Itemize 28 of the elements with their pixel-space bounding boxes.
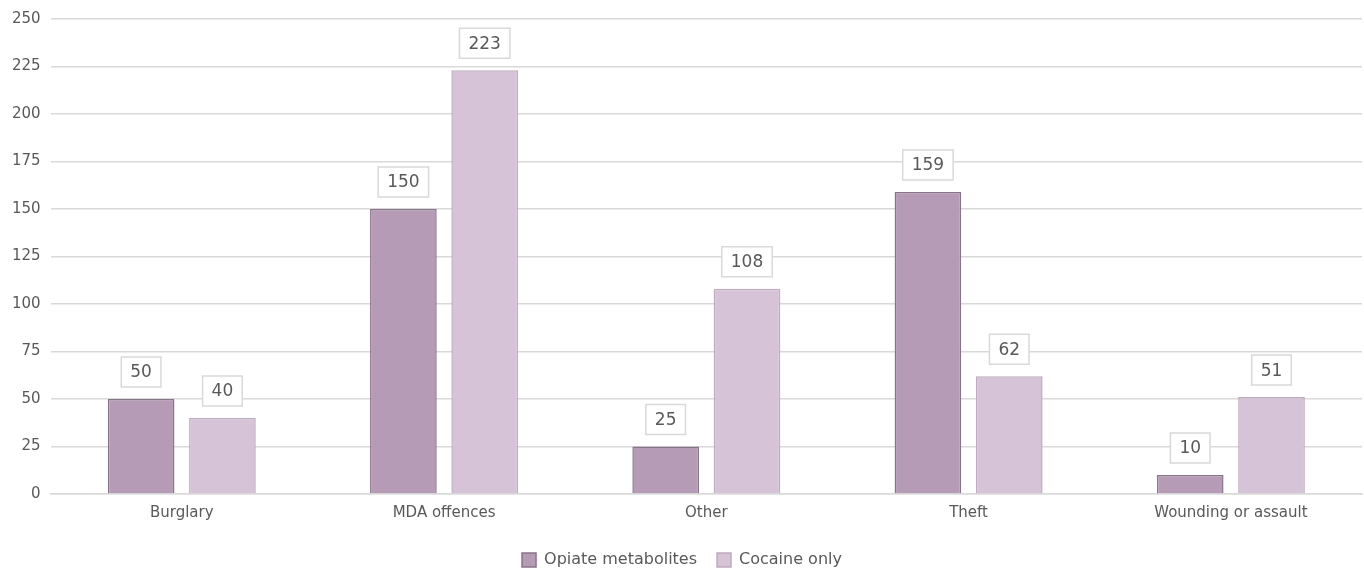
y-tick-label: 250 — [11, 8, 41, 27]
y-tick-label: 175 — [11, 151, 41, 170]
y-tick-label: 125 — [11, 246, 41, 265]
data-label: 25 — [654, 408, 677, 429]
data-label: 223 — [468, 32, 501, 53]
data-label: 159 — [911, 154, 945, 175]
data-label: 62 — [998, 338, 1021, 359]
y-tick-label: 50 — [21, 388, 41, 407]
y-tick-label: 200 — [11, 103, 41, 122]
legend-label: Cocaine only — [739, 549, 842, 569]
x-tick-label: Theft — [948, 502, 989, 521]
x-tick-label: Other — [685, 502, 729, 521]
legend-label: Opiate metabolites — [544, 549, 698, 569]
x-tick-label: MDA offences — [392, 502, 496, 521]
data-label: 108 — [730, 251, 764, 272]
y-tick-label: 100 — [11, 293, 41, 312]
data-label: 10 — [1179, 437, 1202, 458]
x-tick-label: Wounding or assault — [1154, 502, 1308, 521]
data-label: 51 — [1260, 359, 1283, 380]
data-label: 50 — [130, 361, 152, 382]
y-tick-label: 150 — [11, 198, 41, 217]
data-label: 40 — [211, 380, 234, 401]
y-tick-label: 25 — [21, 436, 41, 455]
x-tick-label: Burglary — [149, 502, 214, 521]
data-label: 150 — [387, 171, 420, 192]
y-tick-label: 0 — [31, 483, 41, 502]
y-tick-label: 225 — [11, 56, 41, 75]
y-tick-label: 75 — [21, 341, 41, 360]
